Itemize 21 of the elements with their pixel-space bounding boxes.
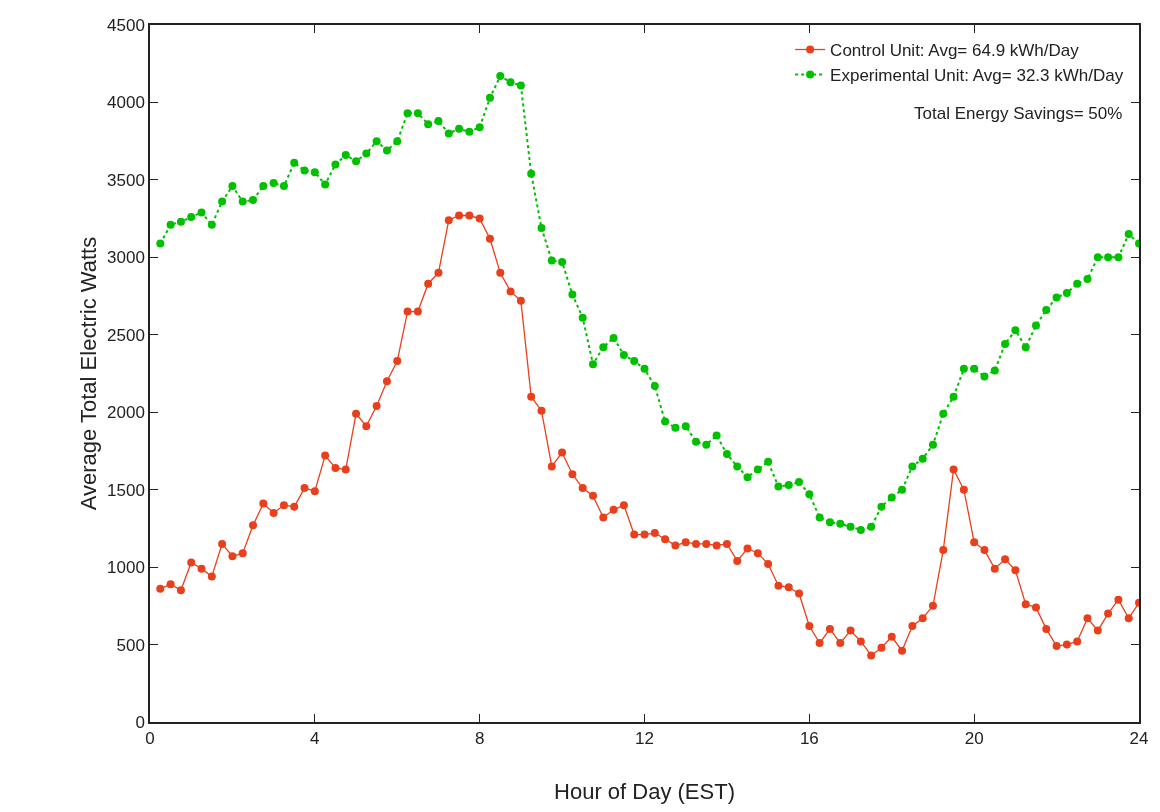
y-tick-label: 500: [116, 635, 145, 655]
legend-label: Experimental Unit: Avg= 32.3 kWh/Day: [830, 66, 1124, 86]
y-tick-label: 1000: [107, 558, 145, 578]
y-tick-label: 4500: [107, 15, 145, 35]
y-tick-label: 2000: [107, 403, 145, 423]
x-axis-title: Hour of Day (EST): [554, 778, 735, 804]
y-tick-label: 3000: [107, 248, 145, 268]
y-tick-label: 2500: [107, 325, 145, 345]
y-tick-label: 1500: [107, 480, 145, 500]
x-tick-label: 16: [799, 729, 819, 749]
annotation: Total Energy Savings= 50%: [914, 104, 1123, 123]
y-axis-title: Average Total Electric Watts: [75, 236, 101, 511]
y-tick-label: 4000: [107, 93, 145, 113]
x-tick-label: 8: [474, 729, 485, 749]
x-tick-label: 24: [1129, 729, 1149, 749]
y-tick-label: 0: [135, 712, 145, 732]
x-tick-label: 4: [310, 729, 320, 749]
y-tick-label: 3500: [107, 170, 145, 190]
x-tick-label: 20: [964, 729, 984, 749]
legend-label: Control Unit: Avg= 64.9 kWh/Day: [830, 41, 1080, 61]
x-tick-label: 12: [635, 729, 654, 749]
